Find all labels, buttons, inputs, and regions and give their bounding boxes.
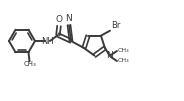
Text: N: N (107, 52, 113, 60)
Text: CH₃: CH₃ (23, 61, 36, 67)
Text: O: O (56, 15, 63, 24)
Text: Br: Br (111, 21, 120, 30)
Text: CH₃: CH₃ (118, 48, 130, 54)
Text: CH₃: CH₃ (118, 58, 130, 64)
Text: N: N (66, 14, 72, 23)
Text: NH: NH (41, 36, 53, 45)
